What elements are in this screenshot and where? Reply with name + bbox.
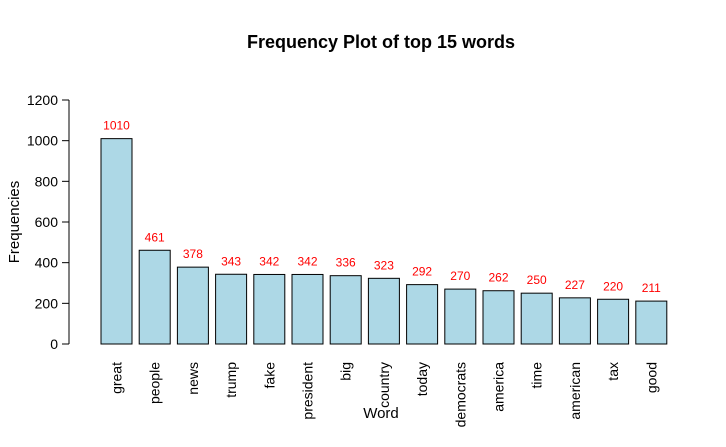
category-label: today [414, 362, 430, 396]
category-label: american [567, 362, 583, 420]
value-label: 270 [450, 269, 470, 283]
category-label: tax [605, 362, 621, 381]
bar-people [138, 249, 171, 345]
value-label: 211 [642, 281, 661, 295]
value-label: 343 [221, 254, 241, 268]
category-label: people [147, 362, 163, 404]
value-label: 323 [374, 258, 394, 272]
bar-big [329, 275, 362, 345]
bars-group [100, 138, 668, 345]
x-axis-label: Word [363, 405, 399, 422]
category-label: fake [261, 362, 277, 389]
category-label: big [338, 362, 354, 381]
value-labels-group: 1010 461 378 343 342 342 336 323 292 270 262 250 227… [103, 119, 661, 295]
y-tick-label: 200 [35, 295, 59, 311]
y-tick-label: 1200 [27, 92, 58, 108]
value-label: 342 [259, 254, 279, 268]
bar-news [176, 266, 209, 345]
category-label: trump [223, 362, 239, 398]
y-axis-label: Frequencies [6, 181, 23, 264]
y-tick-label: 1000 [27, 133, 58, 149]
value-label: 461 [145, 230, 165, 244]
y-tick-label: 400 [35, 255, 59, 271]
category-label: good [643, 362, 659, 393]
bar-great [100, 138, 133, 345]
bar-country [367, 277, 400, 345]
value-label: 378 [183, 247, 203, 261]
bar-good [635, 300, 668, 345]
chart-title: Frequency Plot of top 15 words [247, 32, 515, 52]
bar-america [482, 290, 515, 345]
bar-trump [215, 273, 248, 345]
value-label: 220 [603, 279, 623, 293]
category-label: country [376, 362, 392, 408]
category-label: news [185, 362, 201, 395]
category-label: great [109, 362, 125, 394]
value-label: 292 [412, 265, 432, 279]
category-labels-group: great people news trump fake president big coun… [109, 362, 660, 428]
y-tick-label: 0 [50, 336, 58, 352]
value-label: 227 [565, 278, 585, 292]
bar-time [520, 292, 553, 345]
y-tick-label: 600 [35, 214, 59, 230]
value-label: 1010 [103, 119, 130, 133]
category-label: president [300, 362, 316, 420]
category-label: time [529, 362, 545, 389]
value-label: 336 [336, 256, 356, 270]
category-label: democrats [452, 362, 468, 427]
y-tick-label: 800 [35, 173, 59, 189]
bar-president [291, 273, 324, 345]
category-label: america [491, 362, 507, 412]
bar-american [558, 297, 591, 345]
bar-fake [253, 273, 286, 345]
value-label: 250 [527, 273, 547, 287]
y-axis: 0 200 400 600 800 1000 1200 [27, 92, 70, 352]
bar-tax [597, 298, 630, 345]
value-label: 342 [297, 254, 317, 268]
bar-democrats [444, 288, 477, 345]
bar-today [406, 284, 439, 345]
value-label: 262 [488, 271, 508, 285]
